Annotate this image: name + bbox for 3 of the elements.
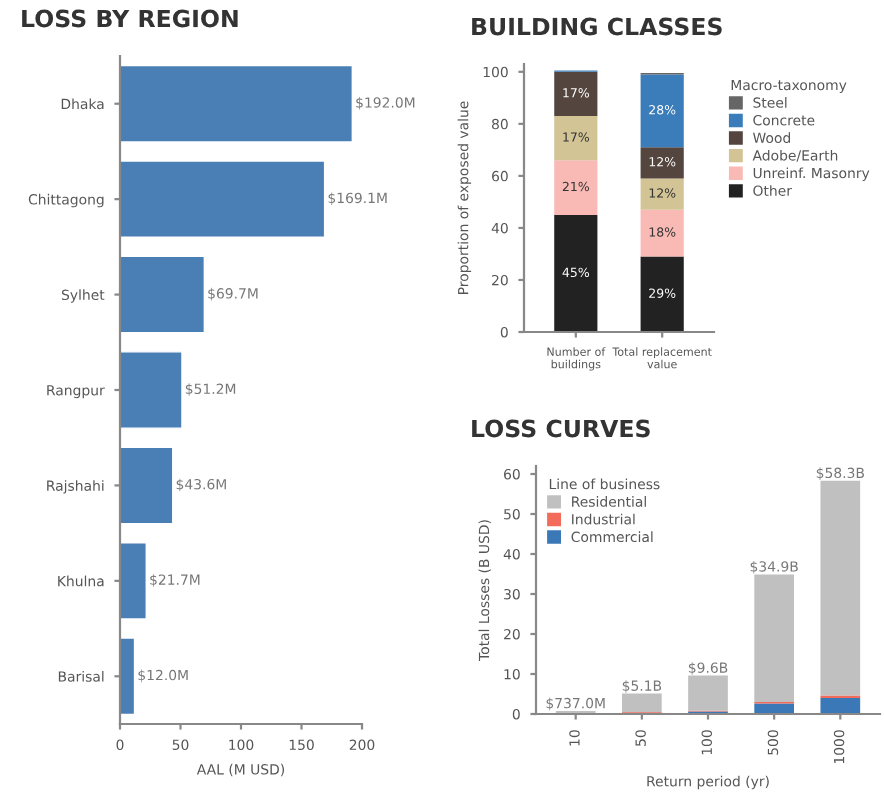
chart-title: LOSS BY REGION xyxy=(22,9,238,28)
chart-title: BUILDING CLASSES xyxy=(472,17,722,36)
chart-title: LOSS CURVES xyxy=(472,419,650,438)
